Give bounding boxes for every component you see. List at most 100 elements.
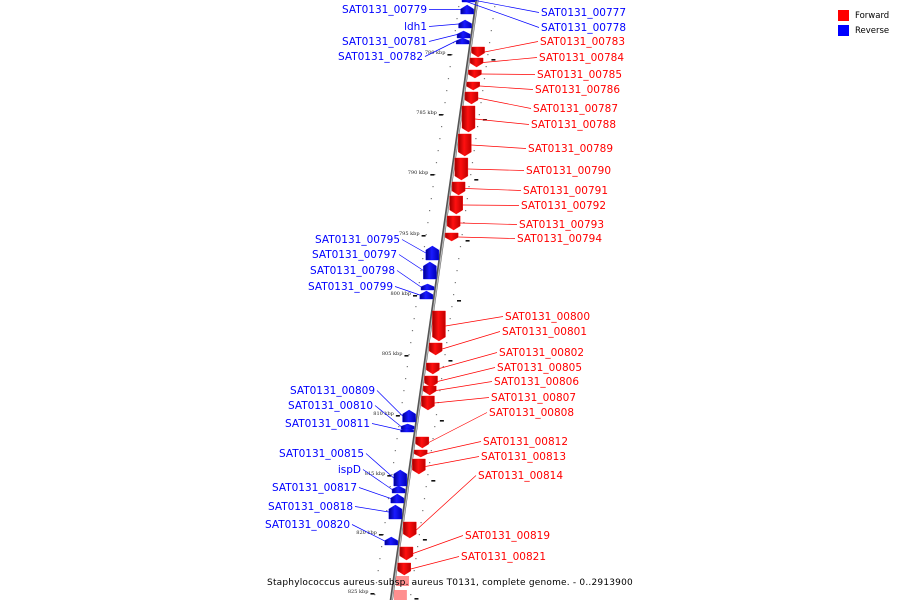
gene-arrow-reverse[interactable] bbox=[400, 427, 414, 433]
gene-label[interactable]: SAT0131_00800 bbox=[505, 311, 590, 323]
gene-label[interactable]: SAT0131_00818 bbox=[268, 501, 353, 513]
gene-arrow-forward[interactable] bbox=[412, 458, 426, 475]
minor-tick bbox=[451, 54, 453, 56]
gene-label[interactable]: ldh1 bbox=[404, 21, 427, 33]
gene-arrow-forward[interactable] bbox=[461, 105, 476, 133]
gene-label[interactable]: SAT0131_00781 bbox=[342, 36, 427, 48]
minor-tick bbox=[408, 354, 410, 356]
gene-label[interactable]: SAT0131_00785 bbox=[537, 69, 622, 81]
gene-arrow-reverse[interactable] bbox=[458, 19, 472, 29]
gene-arrow-forward[interactable] bbox=[399, 546, 414, 561]
gene-arrow-forward[interactable] bbox=[444, 232, 459, 242]
gene-arrow-forward[interactable] bbox=[446, 215, 461, 231]
gene-label[interactable]: SAT0131_00784 bbox=[539, 52, 624, 64]
gene-arrow-reverse[interactable] bbox=[419, 290, 434, 300]
gene-label[interactable]: SAT0131_00793 bbox=[519, 219, 604, 231]
gene-label[interactable]: SAT0131_00790 bbox=[526, 165, 611, 177]
gene-arrow-reverse[interactable] bbox=[393, 469, 407, 487]
minor-tick bbox=[427, 222, 429, 224]
gene-arrow-reverse[interactable] bbox=[391, 485, 406, 494]
gene-arrow-forward[interactable] bbox=[432, 310, 446, 342]
gene-leader-line bbox=[412, 535, 464, 554]
gene-leader-line bbox=[439, 352, 498, 369]
major-tick bbox=[431, 480, 436, 482]
minor-tick bbox=[490, 30, 492, 32]
gene-label[interactable]: SAT0131_00787 bbox=[533, 103, 618, 115]
gene-label[interactable]: SAT0131_00799 bbox=[308, 281, 393, 293]
gene-label[interactable]: ispD bbox=[338, 464, 361, 476]
gene-arrow-forward[interactable] bbox=[421, 395, 435, 411]
gene-label[interactable]: SAT0131_00798 bbox=[310, 265, 395, 277]
gene-label[interactable]: SAT0131_00779 bbox=[342, 4, 427, 16]
gene-arrow-reverse[interactable] bbox=[455, 37, 470, 45]
gene-arrow-reverse[interactable] bbox=[402, 409, 416, 423]
gene-arrow-forward[interactable] bbox=[414, 449, 428, 458]
gene-arrow-forward[interactable] bbox=[415, 436, 430, 449]
gene-label[interactable]: SAT0131_00806 bbox=[494, 376, 579, 388]
gene-label[interactable]: SAT0131_00777 bbox=[541, 7, 626, 19]
gene-label[interactable]: SAT0131_00797 bbox=[312, 249, 397, 261]
gene-label[interactable]: SAT0131_00805 bbox=[497, 362, 582, 374]
gene-label[interactable]: SAT0131_00820 bbox=[265, 519, 350, 531]
gene-arrow-reverse[interactable] bbox=[384, 536, 398, 546]
gene-label[interactable]: SAT0131_00821 bbox=[461, 551, 546, 563]
gene-label[interactable]: SAT0131_00801 bbox=[502, 326, 587, 338]
gene-label[interactable]: SAT0131_00813 bbox=[481, 451, 566, 463]
gene-label[interactable]: SAT0131_00782 bbox=[338, 51, 423, 63]
gene-label[interactable]: SAT0131_00789 bbox=[528, 143, 613, 155]
minor-tick bbox=[478, 114, 480, 116]
gene-label[interactable]: SAT0131_00819 bbox=[465, 530, 550, 542]
gene-label[interactable]: SAT0131_00794 bbox=[517, 233, 602, 245]
gene-leader-line bbox=[427, 441, 482, 454]
gene-leader-line bbox=[445, 316, 504, 327]
gene-arrow-forward[interactable] bbox=[454, 157, 469, 181]
gene-label[interactable]: SAT0131_00814 bbox=[478, 470, 563, 482]
gene-arrow-forward[interactable] bbox=[397, 562, 411, 576]
gene-label[interactable]: SAT0131_00810 bbox=[288, 400, 373, 412]
gene-label[interactable]: SAT0131_00807 bbox=[491, 392, 576, 404]
gene-leader-line bbox=[374, 405, 402, 427]
gene-label[interactable]: SAT0131_00812 bbox=[483, 436, 568, 448]
minor-tick bbox=[403, 390, 405, 392]
gene-arrow-forward[interactable] bbox=[426, 362, 440, 375]
gene-label[interactable]: SAT0131_00788 bbox=[531, 119, 616, 131]
gene-arrow-forward[interactable] bbox=[471, 46, 485, 58]
gene-arrow-reverse[interactable] bbox=[456, 30, 471, 39]
gene-arrow-reverse[interactable] bbox=[420, 283, 435, 291]
minor-tick bbox=[461, 234, 463, 236]
gene-label[interactable]: SAT0131_00811 bbox=[285, 418, 370, 430]
minor-tick bbox=[386, 510, 388, 512]
gene-arrow-reverse[interactable] bbox=[388, 504, 403, 520]
kbp-tick-label: 825 kbp bbox=[348, 589, 369, 595]
gene-arrow-forward[interactable] bbox=[423, 385, 437, 396]
gene-label[interactable]: SAT0131_00792 bbox=[521, 200, 606, 212]
minor-tick bbox=[429, 210, 431, 212]
gene-arrow-reverse[interactable] bbox=[423, 261, 437, 280]
gene-leader-line bbox=[351, 524, 385, 542]
gene-arrow-forward[interactable] bbox=[449, 195, 463, 215]
gene-arrow-forward[interactable] bbox=[458, 133, 472, 157]
gene-label[interactable]: SAT0131_00795 bbox=[315, 234, 400, 246]
gene-label[interactable]: SAT0131_00809 bbox=[290, 385, 375, 397]
gene-label[interactable]: SAT0131_00783 bbox=[540, 36, 625, 48]
gene-label[interactable]: SAT0131_00802 bbox=[499, 347, 584, 359]
gene-arrow-reverse[interactable] bbox=[460, 4, 474, 15]
gene-arrow-forward[interactable] bbox=[464, 91, 479, 105]
gene-arrow-forward[interactable] bbox=[469, 57, 484, 68]
gene-arrow-reverse[interactable] bbox=[390, 493, 405, 504]
gene-label[interactable]: SAT0131_00778 bbox=[541, 22, 626, 34]
gene-arrow-forward[interactable] bbox=[451, 181, 466, 196]
gene-arrow-forward[interactable] bbox=[424, 375, 438, 388]
gene-label[interactable]: SAT0131_00791 bbox=[523, 185, 608, 197]
gene-arrow-reverse[interactable] bbox=[425, 245, 440, 261]
gene-arrow-forward[interactable] bbox=[403, 521, 417, 539]
legend-label-forward: Forward bbox=[855, 10, 890, 21]
gene-label[interactable]: SAT0131_00817 bbox=[272, 482, 357, 494]
gene-arrow-forward[interactable] bbox=[468, 69, 482, 79]
gene-arrow-forward[interactable] bbox=[428, 342, 443, 356]
gene-label[interactable]: SAT0131_00815 bbox=[279, 448, 364, 460]
gene-arrow-forward[interactable] bbox=[466, 81, 480, 91]
gene-label[interactable]: SAT0131_00786 bbox=[535, 84, 620, 96]
minor-tick bbox=[418, 282, 420, 284]
gene-label[interactable]: SAT0131_00808 bbox=[489, 407, 574, 419]
